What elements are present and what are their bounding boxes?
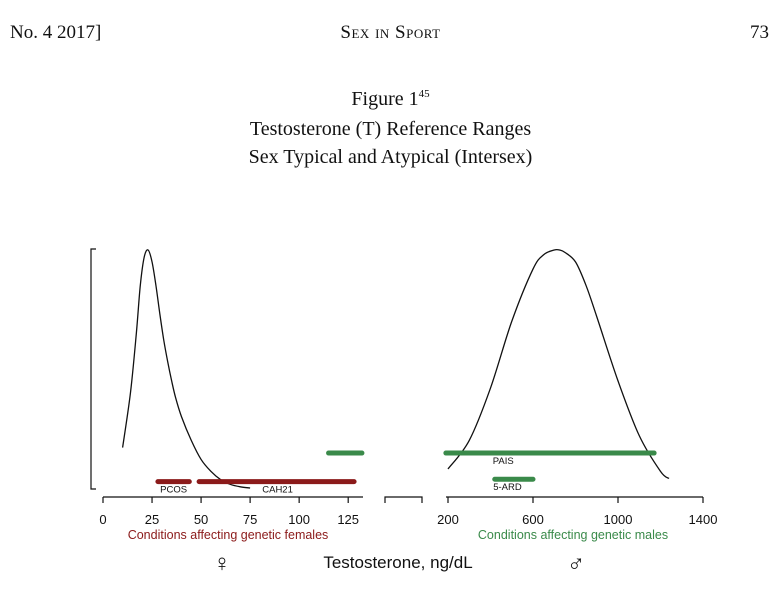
pcos-bar-label: PCOS xyxy=(160,485,187,496)
figure-label: Figure 145 xyxy=(0,88,781,111)
male-tick-label: 600 xyxy=(522,512,544,527)
figure-title-line2: Sex Typical and Atypical (Intersex) xyxy=(248,146,533,168)
male-tick-label: 200 xyxy=(437,512,459,527)
female-tick-label: 25 xyxy=(145,512,159,527)
5-ard-bar-label: 5-ARD xyxy=(493,482,522,493)
male-conditions-label: Conditions affecting genetic males xyxy=(478,528,668,542)
pais-bar-label: PAIS xyxy=(493,456,514,467)
x-axis-title: Testosterone, ng/dL xyxy=(323,553,472,572)
male-tick-label: 1000 xyxy=(604,512,633,527)
male-tick-label: 1400 xyxy=(689,512,718,527)
page-number: 73 xyxy=(750,22,769,43)
male-sex-symbol: ♂ xyxy=(567,550,585,577)
running-header-title: Sex in Sport xyxy=(340,22,441,43)
figure-label-text: Figure 1 xyxy=(351,88,419,110)
female-tick-label: 50 xyxy=(194,512,208,527)
figure-title-line1: Testosterone (T) Reference Ranges xyxy=(249,118,532,140)
cah21-bar-label: CAH21 xyxy=(262,485,293,496)
y-axis-bracket xyxy=(90,248,96,490)
female-reference-curve xyxy=(121,249,251,489)
female-conditions-label: Conditions affecting genetic females xyxy=(128,528,329,542)
female-tick-label: 75 xyxy=(243,512,257,527)
footnote-marker: 45 xyxy=(418,88,430,100)
male-reference-curve xyxy=(447,248,670,480)
axis-break-marker xyxy=(384,496,423,503)
female-sex-symbol: ♀ xyxy=(213,550,231,577)
running-header-volume: No. 4 2017] xyxy=(10,22,102,43)
female-tick-label: 0 xyxy=(99,512,106,527)
female-tick-label: 125 xyxy=(337,512,359,527)
female-tick-label: 100 xyxy=(288,512,310,527)
